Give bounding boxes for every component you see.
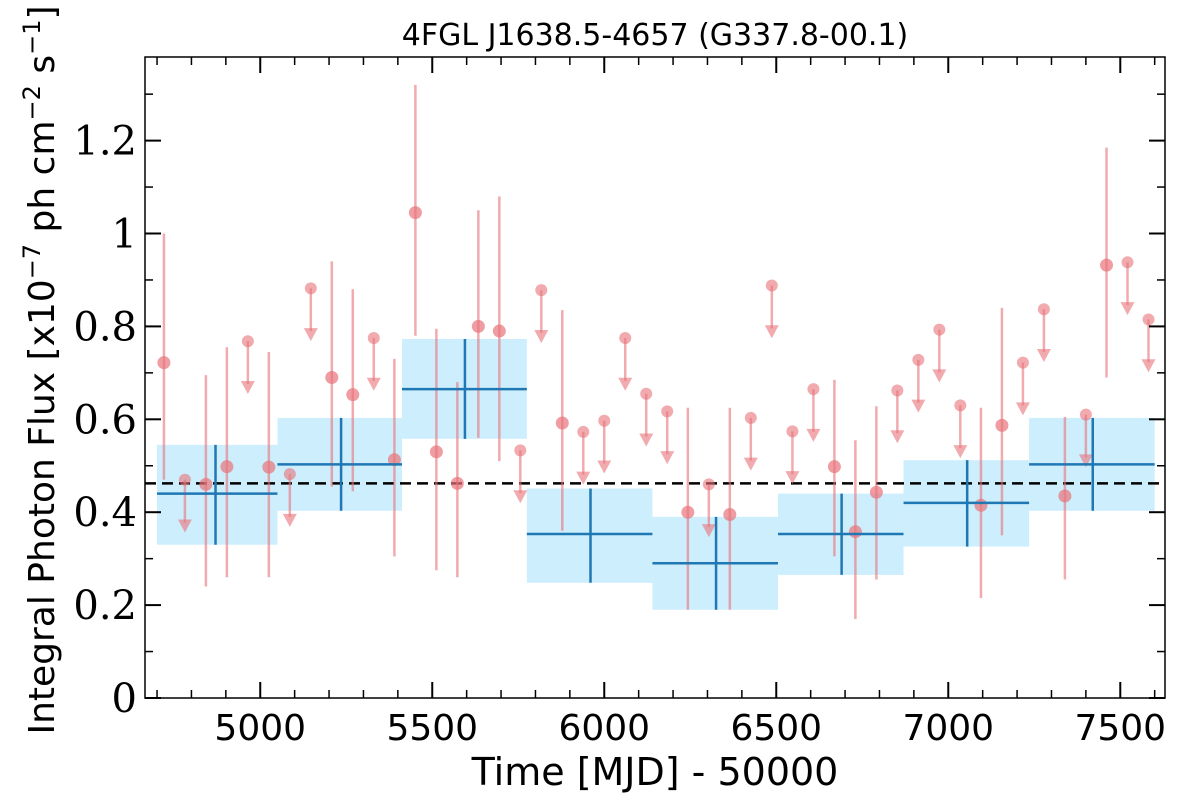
upper-limit-arrow-head [1036, 348, 1051, 362]
upper-limit-marker [891, 384, 904, 397]
upper-limit-arrow-head [177, 519, 192, 533]
upper-limit-arrow-head [618, 377, 633, 391]
upper-limit-arrow-head [806, 428, 821, 442]
y-axis-label: Integral Photon Flux [x10−7 ph cm−2 s−1] [18, 5, 63, 734]
upper-limit-marker [640, 387, 653, 400]
upper-limit-marker [598, 414, 611, 427]
monthly-flux-point [346, 388, 360, 402]
axes: 5000 5500 6000 6500 7000 7500 0 0.2 0.4 0.6 0.8 1 1.… [73, 56, 1166, 749]
upper-limit-arrow-head [1015, 402, 1030, 416]
upper-limit-marker [744, 411, 757, 424]
monthly-flux-point [325, 371, 339, 384]
chart-title: 4FGL J1638.5-4657 (G337.8-00.1) [402, 18, 909, 53]
upper-limit-arrow-head [1078, 454, 1093, 468]
upper-limit-marker [241, 335, 254, 348]
upper-limit-arrow-head [513, 490, 528, 504]
upper-limit-marker [178, 473, 191, 486]
upper-limit-marker [912, 353, 925, 366]
monthly-flux-point [827, 460, 841, 474]
upper-limit-marker [577, 425, 590, 438]
x-axis-label: Time [MJD] - 50000 [471, 750, 839, 794]
upper-limit-marker [514, 444, 527, 457]
monthly-flux-point [450, 476, 464, 490]
upper-limit-marker [702, 478, 715, 491]
upper-limit-arrow-head [953, 445, 968, 459]
monthly-flux-point [555, 416, 569, 430]
plot-area [145, 84, 1165, 620]
monthly-flux-point [681, 505, 695, 519]
upper-limit-arrow-head [701, 524, 716, 538]
upper-limit-arrow-head [743, 457, 758, 471]
monthly-flux-point [408, 206, 422, 220]
upper-limit-marker [786, 425, 799, 438]
monthly-flux-point [995, 418, 1009, 432]
x-tick-label: 6500 [730, 708, 822, 749]
x-tick-label: 6000 [558, 708, 650, 749]
upper-limit-marker [1079, 408, 1092, 421]
y-tick-label: 0.8 [73, 304, 137, 350]
upper-limit-arrow-head [1141, 359, 1156, 373]
upper-limit-marker [283, 468, 296, 481]
upper-limit-arrow-head [764, 325, 779, 339]
x-tick-label: 7500 [1074, 708, 1166, 749]
monthly-flux-point [848, 525, 862, 539]
monthly-flux-point [429, 445, 443, 459]
upper-limit-arrow-head [366, 377, 381, 391]
x-tick-label: 7000 [902, 708, 994, 749]
upper-limit-arrow-head [597, 460, 612, 474]
upper-limit-arrow-head [1120, 302, 1135, 316]
y-tick-label: 1.2 [73, 119, 137, 165]
y-tick-label: 0.2 [73, 583, 137, 629]
upper-limit-marker [304, 282, 317, 295]
upper-limit-arrow-head [576, 471, 591, 485]
upper-limit-arrow-head [890, 430, 905, 444]
upper-limit-arrow-head [911, 399, 926, 413]
monthly-flux-point [220, 460, 234, 474]
monthly-flux-point [157, 356, 171, 370]
upper-limit-marker [807, 383, 820, 396]
upper-limit-marker [619, 332, 632, 345]
monthly-flux-point [1100, 258, 1114, 272]
upper-limit-marker [1121, 256, 1134, 269]
upper-limit-arrow-head [785, 471, 800, 485]
upper-limit-marker [954, 399, 967, 412]
monthly-flux-point [262, 460, 276, 474]
upper-limit-marker [1142, 313, 1155, 326]
upper-limit-marker [765, 279, 778, 292]
monthly-flux-point [492, 324, 506, 338]
monthly-flux-point [471, 319, 485, 333]
upper-limit-marker [535, 284, 548, 297]
y-tick-label: 0.4 [73, 490, 137, 536]
upper-limit-arrow-head [240, 381, 255, 395]
upper-limit-marker [933, 323, 946, 336]
upper-limit-arrow-head [534, 329, 549, 343]
x-tick-label: 5000 [214, 708, 306, 749]
upper-limit-marker [1016, 356, 1029, 369]
upper-limit-arrow-head [660, 451, 675, 465]
y-tick-label: 0.6 [73, 397, 137, 443]
plot-frame [144, 56, 1166, 699]
monthly-flux-point [869, 485, 883, 499]
monthly-flux-point [199, 477, 213, 491]
upper-limit-arrow-head [639, 433, 654, 447]
upper-limit-arrow-head [932, 369, 947, 383]
monthly-flux-point [1058, 489, 1072, 503]
y-tick-label: 0 [112, 676, 137, 722]
upper-limit-arrow-head [303, 328, 318, 342]
monthly-flux-point [974, 498, 988, 512]
upper-limit-arrow-head [282, 513, 297, 527]
x-tick-label: 5500 [386, 708, 478, 749]
upper-limit-marker [367, 332, 380, 345]
y-tick-label: 1 [112, 212, 137, 258]
upper-limit-marker [661, 405, 674, 418]
monthly-flux-point [387, 453, 401, 467]
monthly-flux-point [723, 508, 737, 522]
upper-limit-marker [1037, 303, 1050, 316]
